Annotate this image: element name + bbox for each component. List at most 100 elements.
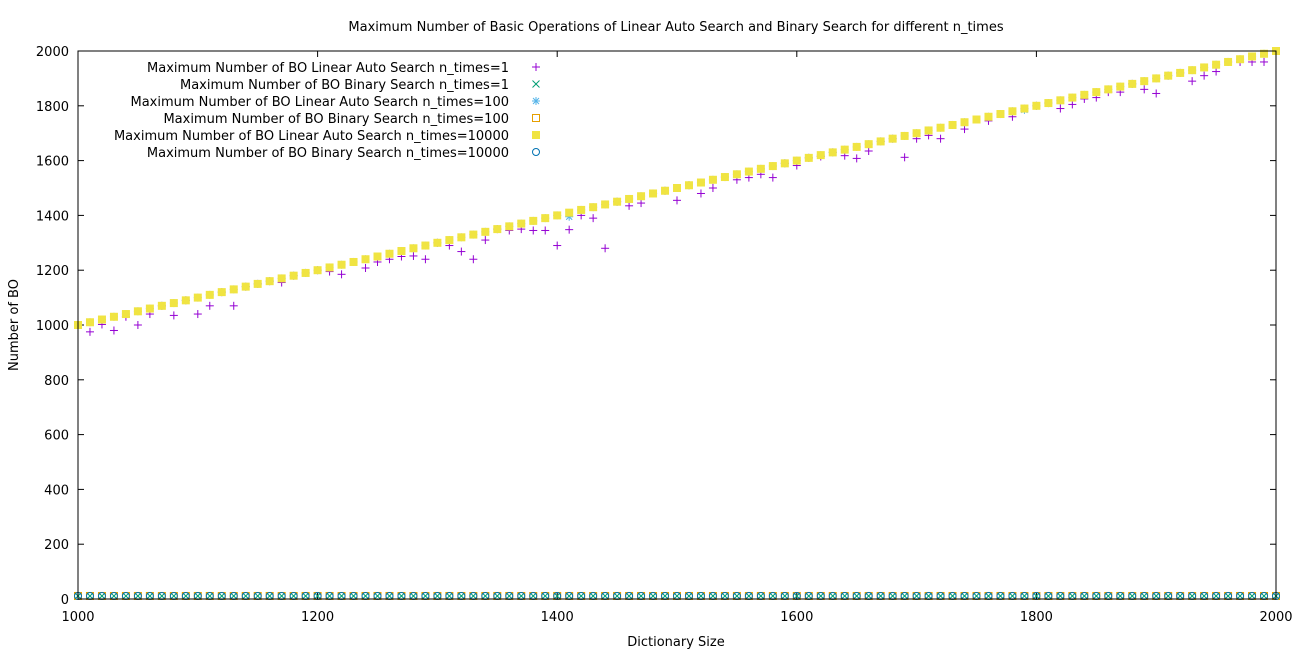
data-point xyxy=(469,255,478,264)
y-tick-label: 200 xyxy=(44,538,69,553)
data-point xyxy=(301,268,310,277)
data-point xyxy=(1104,85,1113,94)
x-tick-label: 1600 xyxy=(780,610,813,625)
data-point xyxy=(265,277,274,286)
data-point xyxy=(912,129,921,138)
data-point xyxy=(541,226,550,235)
data-point xyxy=(457,247,466,256)
data-point xyxy=(601,200,610,209)
data-point xyxy=(852,154,861,163)
data-point xyxy=(1092,88,1101,97)
data-point xyxy=(433,238,442,247)
data-point xyxy=(457,233,466,242)
data-point xyxy=(541,214,550,223)
legend-label: Maximum Number of BO Linear Auto Search … xyxy=(131,95,510,110)
data-point xyxy=(1200,71,1209,80)
legend: Maximum Number of BO Linear Auto Search … xyxy=(114,61,540,161)
data-point xyxy=(85,327,94,336)
legend-label: Maximum Number of BO Binary Search n_tim… xyxy=(163,112,509,127)
data-point xyxy=(373,252,382,261)
data-point xyxy=(397,247,406,256)
data-point xyxy=(229,301,238,310)
data-point xyxy=(1032,101,1041,110)
data-point xyxy=(1260,49,1269,58)
data-point xyxy=(589,214,598,223)
data-point xyxy=(553,241,562,250)
y-tick-label: 1800 xyxy=(36,100,69,115)
data-point xyxy=(421,241,430,250)
data-point xyxy=(1056,96,1065,105)
data-point xyxy=(289,271,298,280)
data-point xyxy=(768,173,777,182)
data-point xyxy=(876,137,885,146)
data-point xyxy=(744,167,753,176)
x-tick-label: 1800 xyxy=(1020,610,1053,625)
data-point xyxy=(960,118,969,127)
data-point xyxy=(864,147,873,156)
data-point xyxy=(1224,57,1233,66)
data-point xyxy=(673,196,681,205)
legend-label: Maximum Number of BO Binary Search n_tim… xyxy=(147,146,509,161)
data-point xyxy=(984,112,993,121)
data-point xyxy=(936,123,945,132)
data-point xyxy=(1248,52,1257,61)
data-point xyxy=(1164,71,1173,80)
data-point xyxy=(193,310,202,319)
data-point xyxy=(469,230,478,239)
data-point xyxy=(109,326,118,335)
data-point xyxy=(696,178,705,187)
data-point xyxy=(481,236,490,245)
data-point xyxy=(181,296,190,305)
data-point xyxy=(900,153,909,162)
data-point xyxy=(804,153,813,162)
data-point xyxy=(409,244,418,253)
data-point xyxy=(253,279,262,288)
legend-label: Maximum Number of BO Linear Auto Search … xyxy=(147,61,509,76)
data-point xyxy=(840,145,849,154)
data-point xyxy=(1152,89,1161,98)
data-point xyxy=(888,134,897,143)
data-point xyxy=(613,197,622,206)
data-point xyxy=(85,318,94,327)
legend-marker xyxy=(532,97,540,105)
ticks-layer: 1000 1200 1400 1600 1800 2000 0 200 400 600 800 100… xyxy=(36,45,1293,625)
data-point xyxy=(577,205,586,214)
data-point xyxy=(505,222,514,231)
data-point xyxy=(241,282,250,291)
data-point xyxy=(1116,82,1125,91)
data-point xyxy=(852,142,861,151)
legend-marker xyxy=(532,63,540,71)
y-tick-label: 1200 xyxy=(36,264,69,279)
legend-label: Maximum Number of BO Binary Search n_tim… xyxy=(180,78,509,93)
y-tick-label: 800 xyxy=(44,374,69,389)
data-point xyxy=(828,148,837,157)
data-point xyxy=(1200,63,1209,72)
data-point xyxy=(1080,90,1089,99)
data-point xyxy=(1188,77,1197,86)
data-point xyxy=(553,211,562,220)
data-point xyxy=(157,301,166,310)
data-point xyxy=(1068,100,1077,109)
x-tick-label: 1200 xyxy=(301,610,334,625)
x-tick-label: 2000 xyxy=(1259,610,1292,625)
data-point xyxy=(1212,60,1221,69)
data-point xyxy=(133,321,142,329)
data-point xyxy=(780,159,789,168)
data-point xyxy=(684,181,693,190)
x-axis-title: Dictionary Size xyxy=(627,635,725,650)
data-point xyxy=(696,189,705,198)
data-point xyxy=(121,310,130,319)
data-point xyxy=(960,125,969,134)
data-point xyxy=(816,151,825,160)
y-tick-label: 1000 xyxy=(36,319,69,334)
legend-marker xyxy=(532,131,540,139)
data-point xyxy=(349,257,358,266)
data-point xyxy=(145,304,154,313)
data-point xyxy=(673,184,681,192)
data-point xyxy=(361,264,370,273)
y-axis-title: Number of BO xyxy=(7,279,22,371)
data-point xyxy=(625,201,634,210)
data-point xyxy=(361,255,370,264)
data-point xyxy=(337,260,346,269)
